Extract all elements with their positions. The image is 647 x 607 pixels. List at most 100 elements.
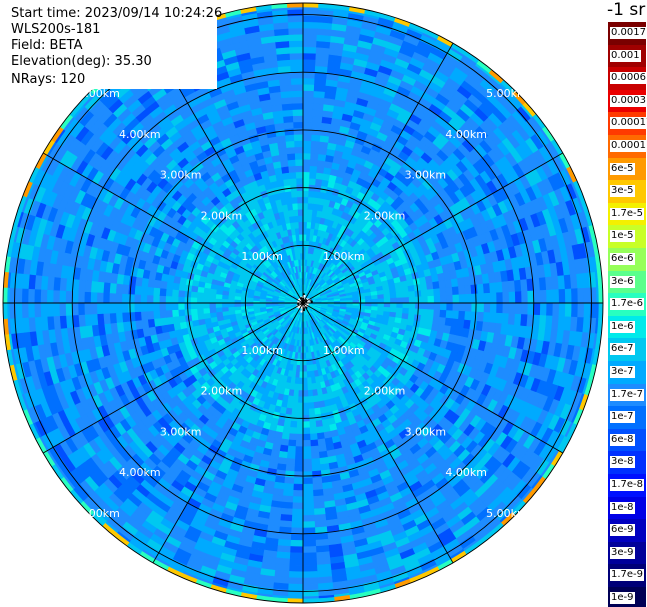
range-gate	[109, 282, 117, 294]
range-gate	[313, 401, 320, 409]
range-gate	[286, 146, 296, 155]
range-gate	[292, 115, 304, 123]
range-gate	[83, 302, 92, 315]
range-gate	[377, 302, 385, 308]
range-gate	[287, 21, 304, 29]
range-gate	[146, 310, 155, 320]
range-gate	[313, 96, 325, 105]
range-gate	[281, 501, 293, 510]
range-gate	[302, 502, 315, 510]
range-gate	[305, 364, 311, 372]
range-gate	[432, 316, 441, 325]
range-gate	[295, 234, 301, 242]
range-gate	[209, 307, 217, 314]
range-gate	[90, 313, 99, 326]
range-gate	[285, 190, 293, 199]
range-gate	[292, 202, 299, 211]
range-gate	[308, 177, 317, 186]
range-gate	[289, 539, 304, 548]
range-gate	[208, 302, 216, 309]
range-gate	[309, 171, 318, 180]
range-gate	[302, 377, 308, 385]
range-gate	[302, 402, 309, 410]
range-gate	[302, 464, 313, 473]
range-gate	[452, 302, 460, 312]
range-gate	[313, 507, 326, 516]
range-gate	[302, 521, 316, 529]
range-gate	[288, 571, 304, 579]
range-gate	[408, 308, 416, 316]
range-gate	[520, 314, 529, 327]
range-gate	[84, 313, 92, 327]
range-gate	[288, 165, 297, 173]
range-gate	[286, 445, 296, 454]
range-gate	[313, 501, 325, 510]
range-gate	[292, 108, 304, 117]
range-gate	[281, 96, 293, 105]
range-gate	[290, 533, 304, 541]
range-gate	[306, 371, 312, 379]
range-gate	[77, 290, 85, 304]
range-gate	[477, 302, 485, 313]
range-gate	[102, 292, 110, 304]
range-gate	[296, 177, 304, 185]
range-gate	[302, 208, 309, 216]
range-gate	[439, 309, 447, 319]
range-gate	[311, 476, 323, 485]
range-gate	[482, 312, 491, 323]
range-gate	[140, 310, 148, 321]
range-gate	[293, 215, 300, 223]
range-gate	[302, 121, 313, 129]
range-gate	[291, 96, 304, 104]
range-gate	[227, 298, 235, 304]
range-gate	[165, 295, 173, 304]
range-gate	[308, 408, 316, 416]
range-gate	[146, 294, 154, 304]
range-gate	[298, 383, 304, 391]
range-gate	[302, 552, 317, 560]
range-gate	[127, 311, 136, 322]
range-gate	[316, 432, 325, 441]
range-gate	[313, 514, 327, 522]
range-gate	[240, 302, 248, 307]
range-gate	[140, 294, 148, 304]
range-gate	[402, 302, 410, 309]
range-gate	[83, 291, 92, 304]
range-gate	[90, 280, 99, 293]
range-gate	[295, 158, 304, 167]
range-gate	[281, 495, 294, 504]
range-gate	[546, 302, 554, 317]
range-gate	[294, 452, 304, 460]
range-gate	[293, 477, 304, 485]
range-gate	[426, 315, 434, 324]
range-gate	[302, 483, 314, 491]
range-gate	[297, 402, 304, 410]
range-gate	[108, 302, 117, 314]
range-gate	[288, 171, 297, 180]
range-gate	[297, 202, 304, 210]
range-gate	[40, 288, 48, 304]
range-gate	[202, 302, 210, 309]
range-gate	[308, 190, 316, 198]
range-gate	[233, 302, 241, 307]
range-gate	[302, 365, 307, 373]
range-gate	[306, 377, 312, 385]
range-gate	[290, 77, 304, 85]
range-gate	[289, 552, 304, 560]
range-gate	[313, 90, 326, 99]
range-gate	[408, 302, 416, 310]
range-gate	[287, 15, 304, 23]
range-gate	[58, 289, 67, 304]
range-gate	[470, 311, 479, 322]
range-gate	[302, 383, 308, 391]
range-gate	[292, 102, 304, 110]
range-gate	[464, 302, 473, 313]
range-gate	[109, 312, 117, 324]
range-gate	[302, 371, 308, 379]
range-gate	[302, 571, 318, 579]
range-gate	[533, 302, 541, 316]
range-gate	[310, 445, 320, 454]
range-gate	[52, 289, 60, 304]
range-gate	[215, 306, 223, 313]
range-gate	[564, 302, 573, 318]
